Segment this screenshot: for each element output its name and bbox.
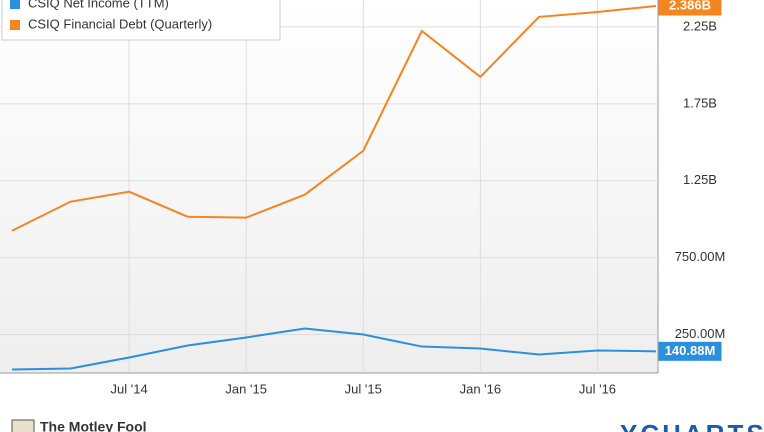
- legend-swatch: [10, 20, 20, 30]
- x-tick-label: Jul '14: [111, 381, 148, 396]
- footer-brand: The Motley Fool: [40, 419, 147, 432]
- x-tick-label: Jan '16: [460, 381, 502, 396]
- y-tick-label: 1.75B: [683, 95, 717, 110]
- plot-area: [0, 0, 658, 373]
- footer-ycharts: YCHARTS: [620, 419, 764, 432]
- value-label: 140.88M: [665, 343, 716, 358]
- series-line: [11, 327, 657, 371]
- y-tick-label: 250.00M: [675, 326, 726, 341]
- x-tick-label: Jan '15: [225, 381, 267, 396]
- legend-swatch: [10, 0, 20, 9]
- y-tick-label: 2.25B: [683, 18, 717, 33]
- value-label-box: [658, 0, 722, 16]
- x-tick-label: Jul '15: [345, 381, 382, 396]
- series-line: [11, 5, 657, 232]
- value-label-box: [658, 341, 722, 361]
- y-tick-label: 1.25B: [683, 172, 717, 187]
- brand-logo: [11, 419, 35, 432]
- value-label: 2.386B: [669, 0, 711, 12]
- legend: CSIQ Net Income (TTM) CSIQ Financial Debt…: [1, 0, 281, 41]
- legend-box: [1, 0, 281, 41]
- x-tick-label: Jul '16: [579, 381, 616, 396]
- legend-label: CSIQ Financial Debt (Quarterly): [28, 16, 212, 31]
- legend-label: CSIQ Net Income (TTM): [28, 0, 169, 10]
- y-tick-label: 750.00M: [675, 249, 726, 264]
